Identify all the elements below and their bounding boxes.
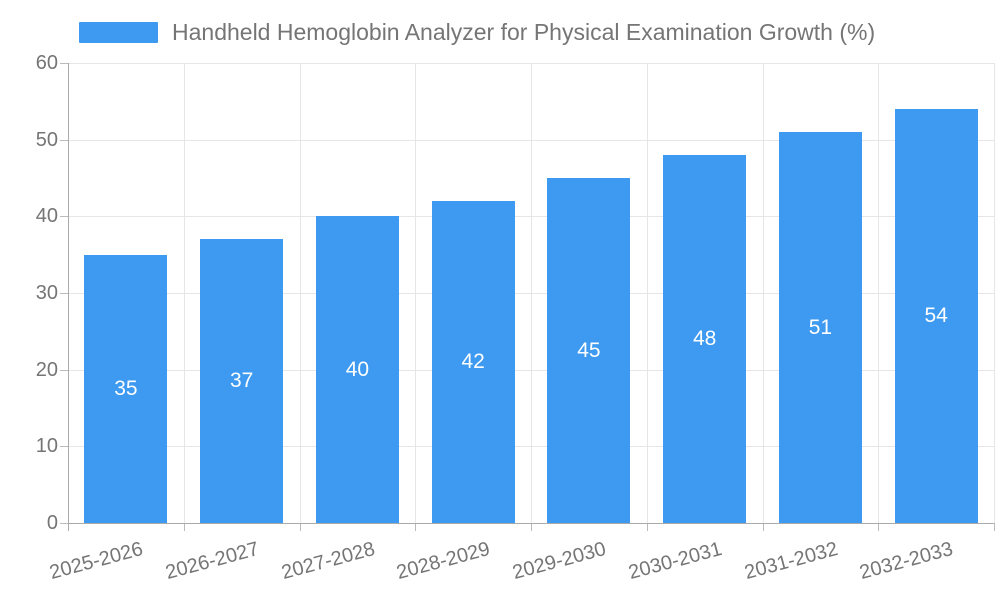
x-axis-line	[68, 523, 994, 524]
x-axis-label: 2026-2027	[163, 538, 262, 585]
x-axis-tick	[531, 523, 532, 531]
x-axis-label: 2029-2030	[510, 538, 609, 585]
y-axis-tick	[60, 369, 68, 371]
bar-2032-2033[interactable]: 54	[894, 109, 978, 523]
x-axis-tick	[994, 523, 995, 531]
v-gridline	[531, 63, 532, 523]
x-axis-tick	[299, 523, 301, 531]
v-gridline	[878, 63, 880, 523]
y-axis-label: 30	[35, 282, 58, 304]
bar-value-label: 51	[808, 315, 833, 339]
bar-value-label: 45	[577, 338, 601, 362]
bar-2025-2026[interactable]: 35	[84, 254, 168, 523]
v-gridline	[646, 63, 648, 523]
x-axis-label: 2027-2028	[278, 538, 378, 585]
y-axis-tick	[60, 216, 68, 218]
bar-2027-2028[interactable]: 40	[315, 216, 399, 523]
v-gridline	[299, 63, 301, 523]
x-axis-label: 2028-2029	[394, 538, 493, 585]
x-axis-label: 2030-2031	[626, 538, 725, 585]
x-axis-tick	[415, 523, 417, 531]
y-axis-tick	[60, 139, 68, 141]
y-axis-label: 60	[35, 52, 58, 74]
y-axis-label: 10	[35, 435, 58, 458]
bar-2026-2027[interactable]: 37	[200, 239, 284, 523]
x-axis-label: 2032-2033	[857, 538, 956, 585]
chart-legend[interactable]: Handheld Hemoglobin Analyzer for Physica…	[79, 17, 875, 47]
y-axis-tick	[60, 523, 68, 524]
y-axis-line	[68, 63, 69, 531]
y-axis-label: 20	[35, 358, 58, 381]
chart-title: Handheld Hemoglobin Analyzer for Physica…	[172, 18, 876, 45]
bar-value-label: 54	[924, 304, 948, 327]
legend-swatch-icon[interactable]	[79, 21, 158, 43]
x-axis-tick	[878, 523, 880, 531]
x-axis-tick	[183, 523, 185, 531]
bar-value-label: 37	[229, 369, 254, 393]
x-axis-tick	[646, 523, 648, 531]
v-gridline	[183, 63, 185, 523]
bar-2030-2031[interactable]: 48	[663, 155, 747, 523]
y-axis-label: 40	[35, 205, 58, 228]
v-gridline	[762, 63, 764, 523]
v-gridline	[994, 63, 995, 523]
y-axis-label: 0	[46, 512, 58, 534]
bar-2031-2032[interactable]: 51	[778, 132, 862, 523]
bar-value-label: 40	[345, 357, 370, 381]
bar-2028-2029[interactable]: 42	[431, 201, 515, 523]
bar-value-label: 48	[692, 327, 717, 350]
y-axis-label: 50	[35, 128, 58, 151]
bar-2029-2030[interactable]: 45	[547, 178, 631, 523]
y-axis-tick	[60, 293, 68, 294]
v-gridline	[415, 63, 417, 523]
x-axis-tick	[762, 523, 764, 531]
y-axis-tick	[60, 446, 68, 448]
bar-value-label: 35	[114, 376, 138, 400]
y-axis-tick	[60, 63, 68, 64]
x-axis-label: 2031-2032	[741, 538, 841, 585]
bar-value-label: 42	[461, 350, 485, 373]
x-axis-label: 2025-2026	[47, 538, 146, 585]
